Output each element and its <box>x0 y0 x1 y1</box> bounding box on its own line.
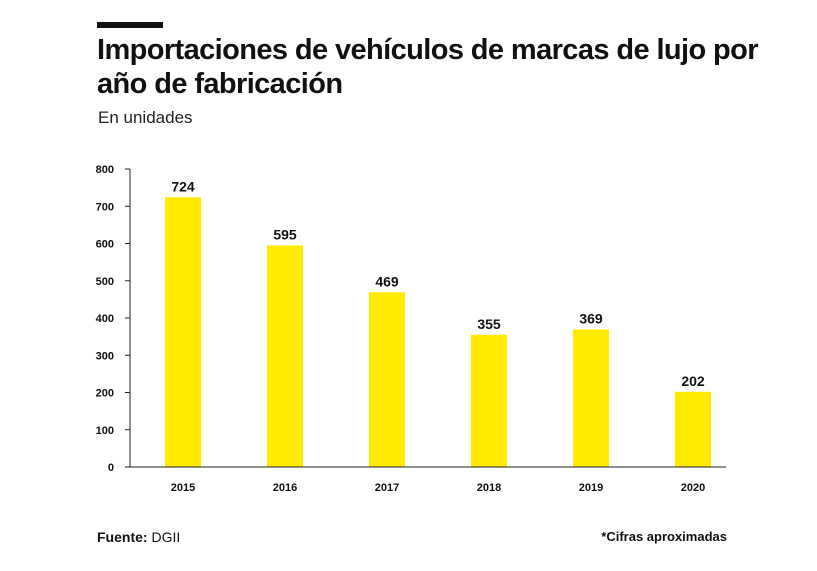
bar-2020 <box>675 391 711 467</box>
bars: 724 595 469 355 369 202 <box>165 178 711 467</box>
x-tick-label: 2019 <box>579 482 603 494</box>
bar-value-label: 469 <box>375 273 399 289</box>
y-tick-label: 700 <box>96 201 114 213</box>
title-accent-bar <box>97 22 163 28</box>
chart-subtitle: En unidades <box>98 108 193 127</box>
source-note: Fuente: DGII <box>97 529 180 545</box>
y-tick-label: 0 <box>108 462 114 474</box>
y-tick-label: 800 <box>96 164 114 176</box>
bar-value-label: 595 <box>273 226 297 242</box>
y-tick-label: 200 <box>96 388 114 400</box>
x-tick-label: 2015 <box>171 482 195 494</box>
y-tick-label: 100 <box>96 425 114 437</box>
x-tick-label: 2016 <box>273 482 297 494</box>
bar-2018 <box>471 334 507 467</box>
bar-value-label: 355 <box>477 316 501 332</box>
source-label: Fuente: <box>97 529 148 545</box>
y-tick-label: 600 <box>96 239 114 251</box>
bar-2017 <box>369 292 405 467</box>
bar-value-label: 724 <box>171 178 195 194</box>
y-tick-label: 300 <box>96 350 114 362</box>
y-tick-label: 400 <box>96 313 114 325</box>
approximate-figures-note: *Cifras aproximadas <box>601 529 727 544</box>
source-value: DGII <box>151 529 181 545</box>
y-axis: 0 100 200 300 400 500 600 700 800 <box>96 164 131 474</box>
bar-value-label: 202 <box>681 373 705 389</box>
bar-2019 <box>573 329 609 467</box>
bar-2015 <box>165 197 201 467</box>
x-tick-label: 2020 <box>681 482 705 494</box>
x-tick-label: 2017 <box>375 482 399 494</box>
chart-title: Importaciones de vehículos de marcas de … <box>97 34 759 100</box>
bar-value-label: 369 <box>579 311 603 327</box>
y-tick-label: 500 <box>96 276 114 288</box>
x-tick-label: 2018 <box>477 482 501 494</box>
bar-2016 <box>267 245 303 467</box>
x-axis: 2015 2016 2017 2018 2019 2020 <box>130 466 726 494</box>
